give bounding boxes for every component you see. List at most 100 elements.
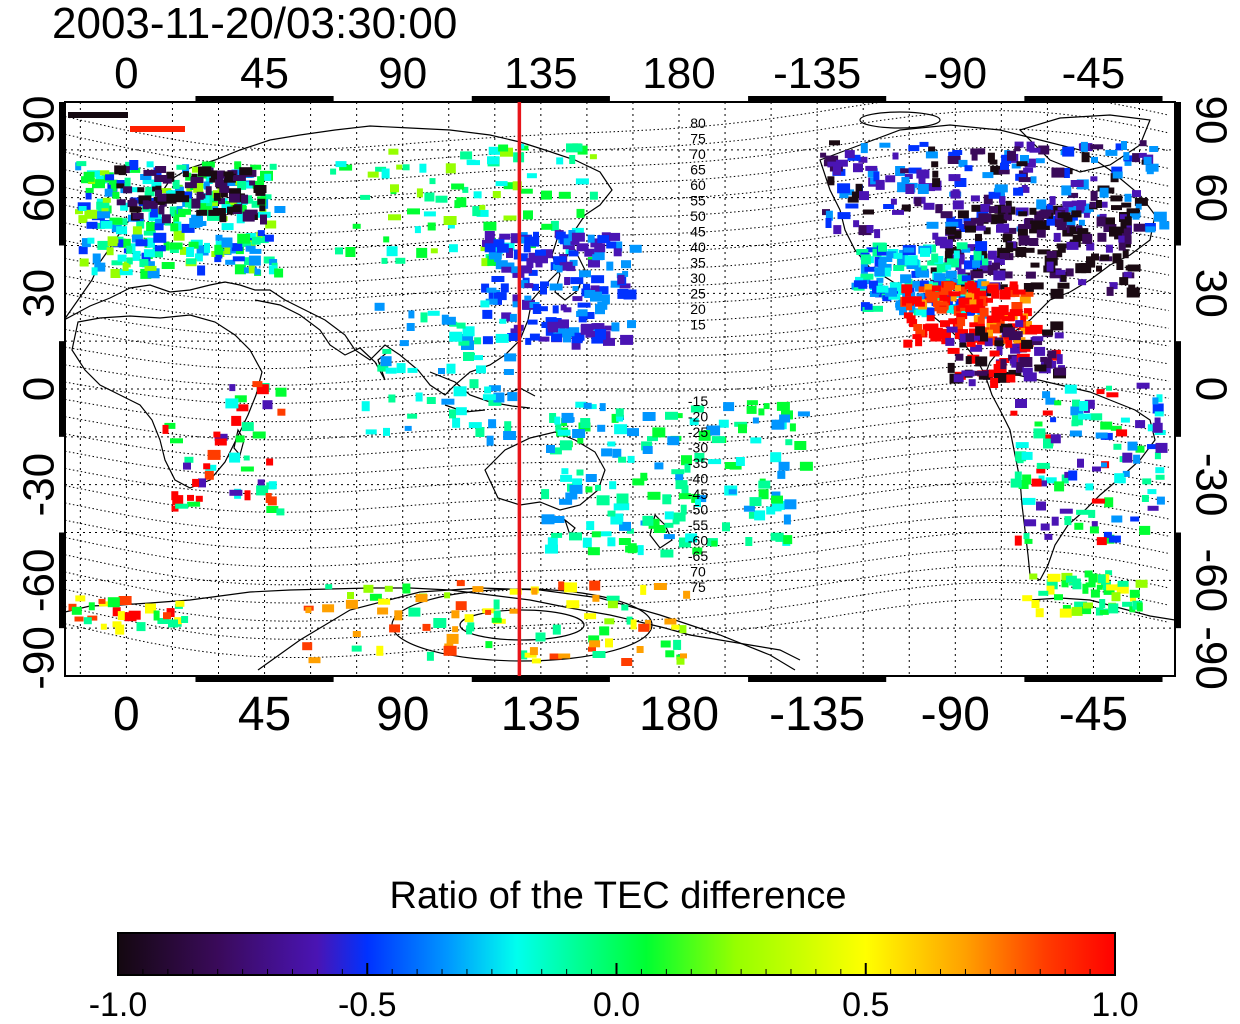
tec-cell [975,356,988,367]
tec-cell [91,267,98,276]
tec-cell [1071,606,1083,616]
tec-cell [453,386,467,397]
tec-cell [983,227,991,235]
tec-cell [322,604,335,613]
tec-cell [558,191,571,199]
tec-cell [653,583,667,590]
tec-cell [860,273,874,280]
latitude-tick-label: -90 [14,626,63,690]
tec-cell [480,246,487,252]
tec-cell [1050,417,1057,423]
tec-cell [951,278,961,285]
tec-cell [1012,289,1026,295]
tec-cell [402,583,411,594]
latitude-tick-label: -30 [1187,453,1236,517]
tec-cell [915,309,928,316]
tec-cell [988,191,1001,199]
tec-cell [675,471,684,481]
tec-cell [931,161,939,168]
tec-cell [522,299,535,310]
tec-cell [1138,152,1147,158]
tec-cell [129,160,139,170]
tec-cell [583,283,590,289]
tec-cell [545,317,557,323]
tec-cell [944,251,953,260]
tec-cell [596,495,610,506]
tec-cell [500,283,509,293]
tec-cell [118,596,132,605]
tec-cell [492,191,501,198]
tec-cell [524,283,534,289]
tec-cell [274,268,284,278]
tec-cell [456,580,465,587]
tec-cell [1085,582,1096,588]
tec-cell [642,515,654,526]
tec-cell [663,534,675,540]
tec-cell [1077,228,1089,236]
tec-cell [1136,602,1143,612]
tec-cell [947,347,960,354]
tec-cell [647,436,658,442]
tec-cell [584,248,595,257]
tec-cell [1054,218,1064,227]
tec-cell [388,214,401,221]
contour-labels: 8075706560555045403530252015-15-20-25-30… [688,115,708,595]
longitude-tick-label: -135 [773,49,861,98]
tec-cell [1090,413,1103,421]
tec-cell [163,612,171,620]
tec-cell [601,294,610,305]
tec-cell [231,243,243,252]
tec-cell [613,248,622,257]
tec-cell [1110,195,1123,202]
tec-cell [673,512,686,522]
tec-cell [172,179,180,189]
tec-cell [183,462,191,470]
tec-cell [1010,410,1018,416]
tec-cell [385,367,397,374]
tec-cell [241,194,249,204]
longitude-tick-label: 90 [376,688,429,741]
tec-cell [1009,309,1023,317]
frame-bar-left [59,532,65,629]
tec-cell [932,232,939,240]
tec-cell [708,459,722,465]
tec-cell [493,239,505,248]
tec-cell [1072,399,1080,407]
tec-cell [449,409,456,419]
tec-cell [566,600,580,609]
tec-cell [783,514,791,525]
tec-cell [377,607,389,615]
tec-cell [982,172,994,179]
tec-cell [935,204,943,214]
tec-cell [1050,434,1061,444]
tec-cell [266,506,279,513]
tec-cell [1154,452,1161,460]
tec-cell [1104,497,1114,508]
tec-cell [1002,327,1015,338]
tec-cell [961,275,971,282]
tec-cell [488,146,502,155]
tec-cell [584,327,593,335]
tec-cell [1130,516,1140,522]
tec-cell [1043,438,1053,449]
tec-cell [209,177,216,183]
tec-cell [558,581,565,591]
tec-cell [1005,200,1012,210]
tec-cell [1033,428,1046,439]
tec-cell [858,156,868,163]
tec-cell [775,534,784,542]
tec-cell [652,427,666,438]
tec-cell [549,447,562,455]
tec-cell [1085,483,1094,491]
tec-cell [606,241,617,249]
tec-cell [211,170,217,180]
tec-cell [1103,531,1112,538]
tec-cell [837,212,851,220]
tec-cell [1029,238,1039,246]
tec-cell [1046,251,1057,258]
tec-cell [874,267,887,277]
tec-cell [384,585,393,592]
contour-line [65,128,1170,184]
tec-cell [140,174,152,180]
tec-cell [979,296,988,307]
